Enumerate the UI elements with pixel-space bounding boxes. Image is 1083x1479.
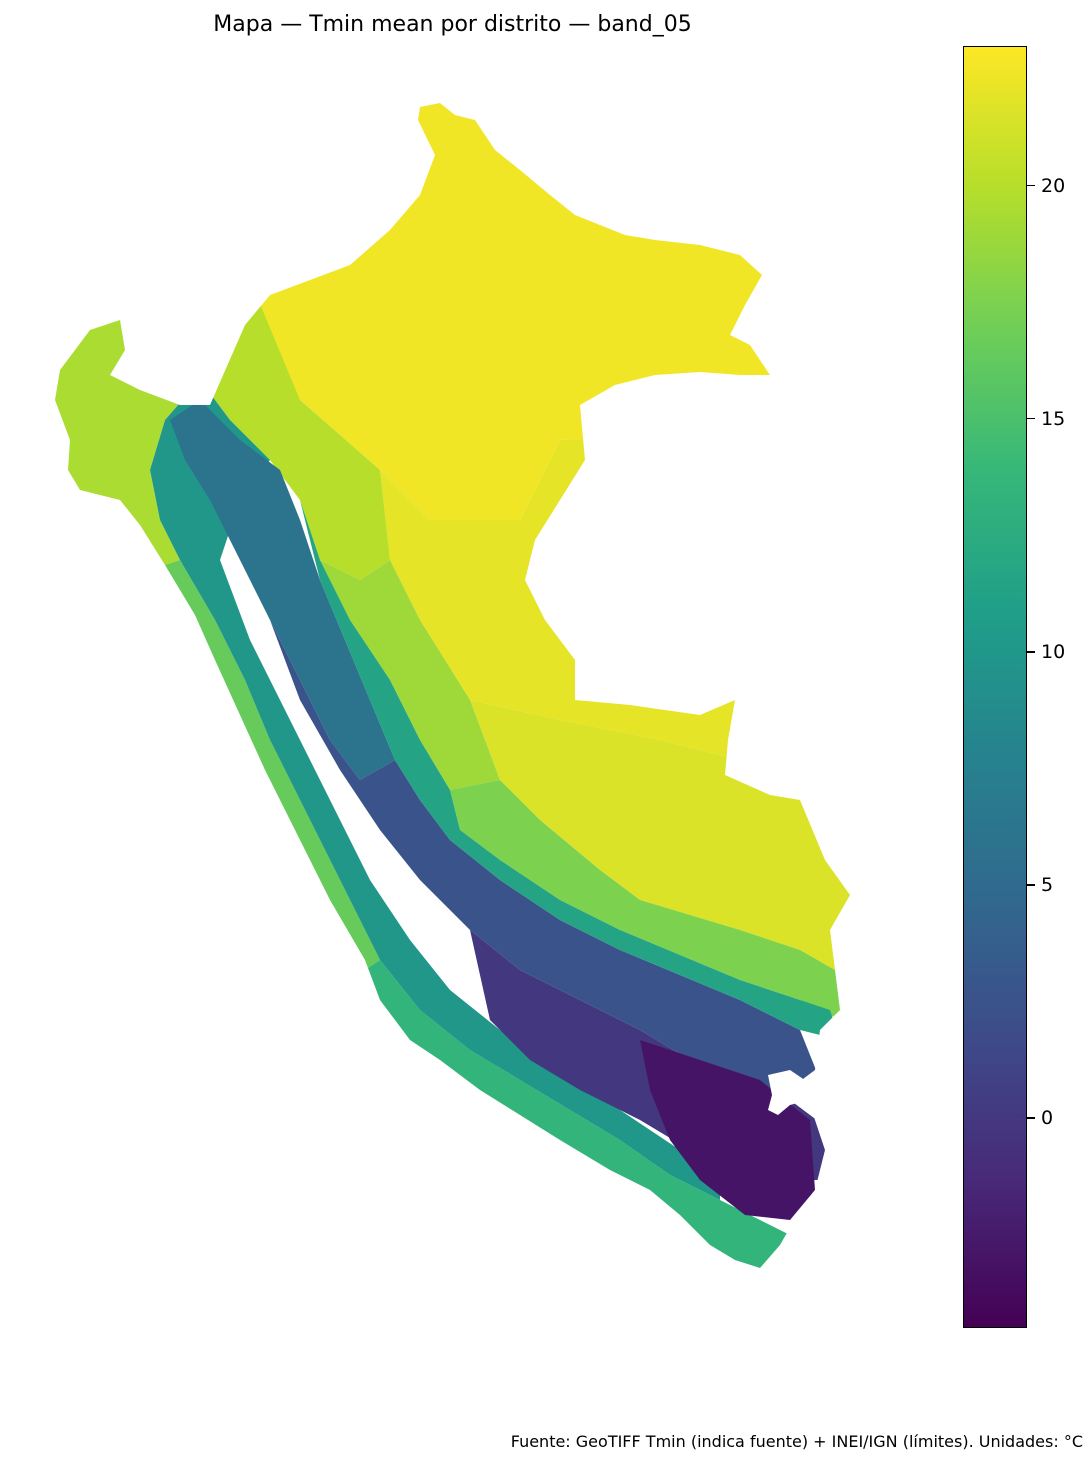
region-andes-north-highland: [170, 400, 395, 780]
choropleth-map: [55, 103, 850, 1268]
region-altiplano-core: [640, 1040, 815, 1220]
map-title: Mapa — Tmin mean por distrito — band_05: [213, 12, 692, 37]
region-selva-alta-central: [320, 560, 500, 790]
colorbar-ticks: 20 15 10 5 0: [1027, 46, 1083, 1328]
colorbar-tick-label: 10: [1041, 641, 1066, 664]
region-andes-central-highland: [270, 620, 820, 1100]
colorbar-tick-mark: [1027, 417, 1035, 420]
source-note: Fuente: GeoTIFF Tmin (indica fuente) + I…: [510, 1432, 1083, 1451]
colorbar-tick-mark: [1027, 651, 1035, 653]
region-andes-east-slope: [300, 500, 840, 1040]
colorbar-tick-label: 20: [1041, 174, 1066, 197]
region-selva-alta-north: [200, 280, 390, 580]
colorbar-tick-label: 15: [1041, 407, 1066, 430]
colorbar-tick-label: 0: [1041, 1107, 1054, 1130]
colorbar-tick-mark: [1027, 184, 1035, 187]
lake-titicaca: [768, 1070, 812, 1115]
region-selva-alta-south: [450, 780, 850, 1030]
colorbar-gradient: [964, 47, 1026, 1327]
colorbar-tick-mark: [1027, 884, 1035, 886]
colorbar-tick-label: 5: [1041, 874, 1054, 897]
region-coast-south: [350, 960, 800, 1268]
colorbar-tick-mark: [1027, 1117, 1035, 1119]
colorbar: [963, 46, 1027, 1328]
